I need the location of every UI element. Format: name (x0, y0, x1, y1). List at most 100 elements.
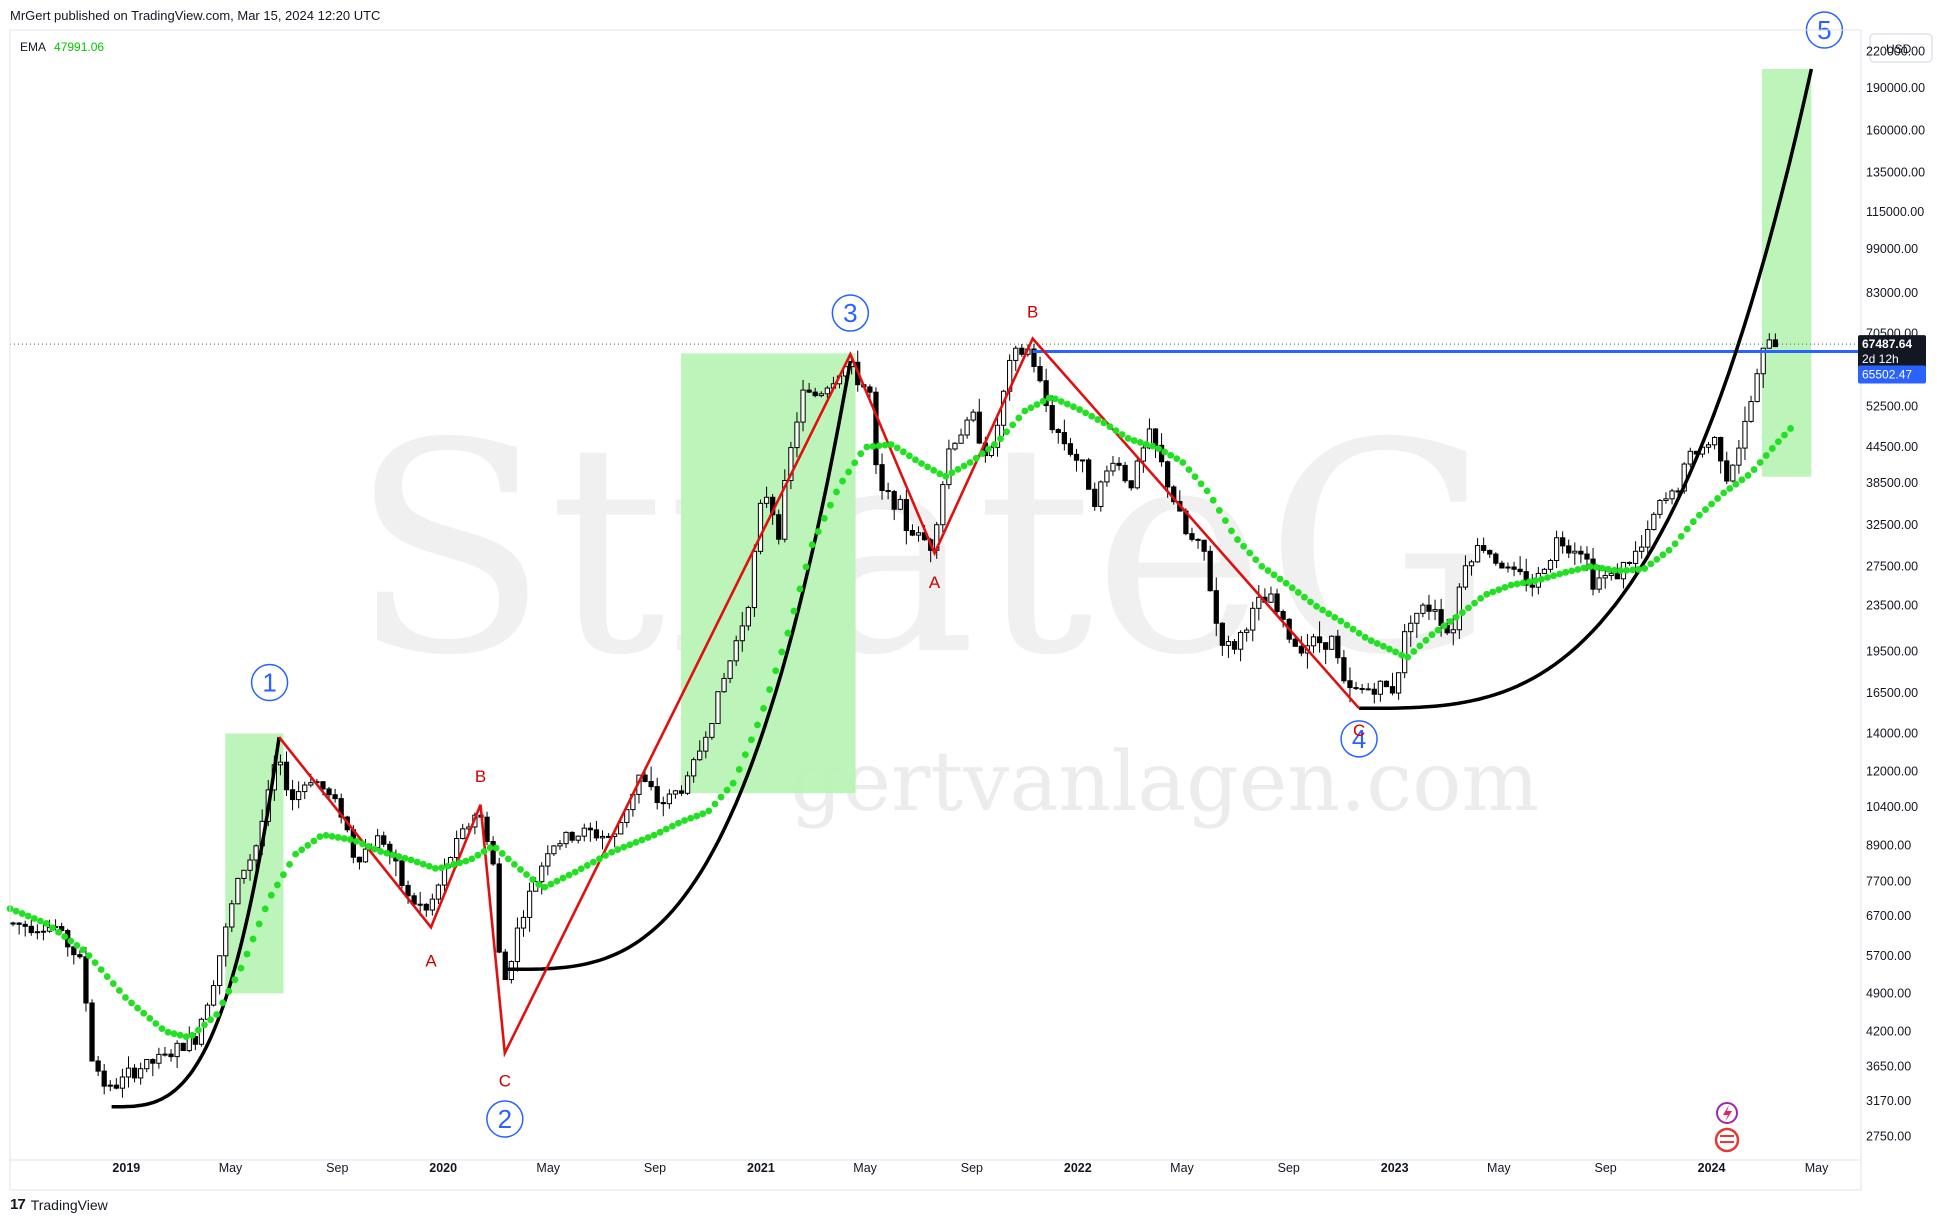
ema-dot (1045, 394, 1053, 402)
ema-dot (784, 629, 792, 637)
candle (648, 780, 654, 788)
ema-dot (565, 871, 573, 879)
price-tick-label: 16500.00 (1866, 686, 1918, 700)
ema-dot (109, 980, 117, 987)
candle (1414, 612, 1420, 624)
ema-dot (966, 459, 974, 466)
candle (1256, 596, 1262, 609)
candle (526, 890, 533, 918)
candle (1572, 550, 1578, 554)
candle (1517, 568, 1523, 573)
ema-dot (851, 459, 859, 467)
candle (1553, 537, 1560, 561)
candle (1456, 586, 1462, 631)
ema-dot (407, 856, 415, 864)
candle (1140, 447, 1146, 462)
parabolic-curve (1359, 68, 1814, 711)
ema-dot (681, 817, 688, 824)
ema-dot (243, 950, 251, 958)
candle (1711, 436, 1718, 446)
candle (1389, 686, 1396, 694)
ema-dot (517, 866, 524, 873)
candles[interactable] (10, 333, 1778, 1098)
ema-dot (1270, 571, 1278, 579)
ema-dot (1070, 403, 1077, 411)
candle (642, 774, 648, 782)
ema-dot (1185, 466, 1193, 474)
candle (1371, 688, 1377, 695)
lightning-bolt-icon (1723, 1105, 1732, 1122)
price-tick-label: 14000.00 (1866, 726, 1918, 740)
ema-dot (1392, 648, 1399, 656)
time-tick-label: May (219, 1161, 243, 1175)
candle (338, 798, 344, 818)
ema-dot (1702, 506, 1709, 513)
ema-dot (164, 1028, 172, 1036)
ema-dot (1410, 648, 1418, 655)
candle (1584, 553, 1590, 560)
ema-dot (583, 862, 591, 869)
time-tick-label: Sep (326, 1161, 348, 1175)
ema-dot (754, 721, 761, 729)
level-price-badge (1858, 365, 1926, 384)
candle (1529, 584, 1535, 588)
candle (356, 856, 363, 863)
ema-dot (152, 1020, 160, 1027)
candle (545, 853, 551, 867)
candle (569, 831, 575, 841)
corner-icons[interactable] (1714, 1102, 1740, 1153)
candle (125, 1067, 132, 1078)
ema-dot (1228, 527, 1235, 535)
ema-dot (699, 810, 707, 818)
candle (1201, 539, 1207, 552)
ema-dot (1525, 578, 1533, 586)
ema-dot (1063, 400, 1071, 408)
ema-dot (1550, 572, 1557, 580)
candle (113, 1084, 119, 1089)
candle (496, 863, 502, 953)
wave-label: 2 (498, 1104, 512, 1134)
ema-legend[interactable]: EMA 47991.06 (20, 40, 104, 54)
candle (77, 954, 83, 958)
candle (1031, 348, 1037, 367)
ema-dot (146, 1014, 154, 1022)
candle (247, 859, 253, 871)
candle (1663, 498, 1669, 501)
ema-dot (1537, 575, 1545, 583)
ema-dot (122, 994, 129, 1001)
ema-dot (735, 766, 743, 773)
ema-dot (1544, 574, 1551, 581)
candle (751, 550, 758, 609)
candle (229, 903, 235, 928)
ema-dot (334, 834, 342, 841)
ema-dot (419, 860, 427, 868)
price-tick-label: 19500.00 (1866, 644, 1918, 658)
ema-dot (1149, 442, 1156, 450)
candle (40, 930, 47, 933)
candle (952, 442, 958, 450)
footer-brand[interactable]: 17 TradingView (10, 1196, 108, 1213)
candle (897, 499, 903, 510)
price-tick-label: 38500.00 (1866, 476, 1918, 490)
time-tick-label: May (853, 1161, 877, 1175)
ema-dot (991, 440, 998, 448)
price-tick-label: 7700.00 (1866, 875, 1911, 889)
candle (1754, 373, 1760, 403)
price-tick-label: 6700.00 (1866, 909, 1911, 923)
ema-dot (425, 862, 433, 870)
candle (1207, 550, 1213, 592)
candle (697, 750, 703, 761)
ema-dot (213, 1011, 221, 1018)
candle (1110, 462, 1116, 472)
candle (1748, 401, 1754, 422)
candle (788, 447, 794, 482)
current-price-value: 67487.64 (1862, 337, 1912, 351)
candle (1742, 420, 1748, 449)
candle (557, 843, 563, 847)
ema-dot (1209, 496, 1217, 504)
watermark-main: StrateG (350, 382, 1497, 719)
ema-dot (280, 871, 287, 879)
ema-dot (201, 1021, 208, 1029)
